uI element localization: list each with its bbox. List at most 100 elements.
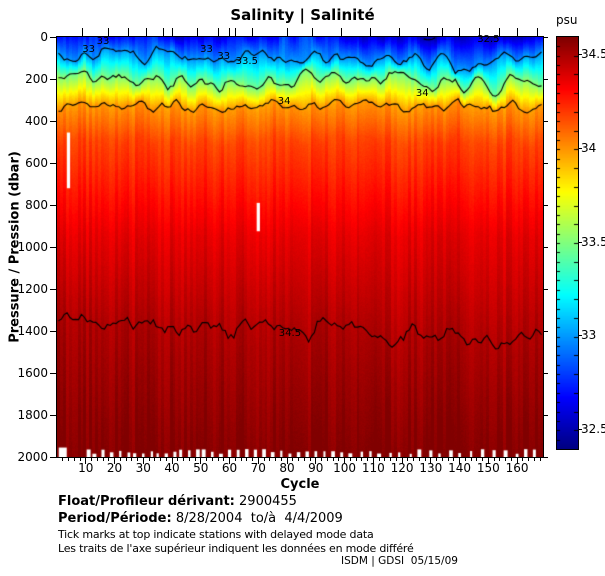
x-major-tick xyxy=(401,458,403,464)
delayed-mode-tick xyxy=(369,28,371,36)
float-id-line: Float/Profileur dérivant: 2900455 xyxy=(58,494,297,509)
float-value: 2900455 xyxy=(239,494,297,509)
x-minor-tick xyxy=(194,458,196,461)
salinity-heatmap-canvas xyxy=(57,37,543,457)
x-minor-tick xyxy=(73,458,75,461)
y-tick-label: 800 xyxy=(25,197,48,212)
x-minor-tick xyxy=(384,458,386,461)
contour-label: 33 xyxy=(82,43,95,55)
x-major-tick xyxy=(142,458,144,464)
delayed-mode-tick xyxy=(171,28,173,36)
y-major-tick xyxy=(50,36,56,38)
x-minor-tick xyxy=(436,458,438,461)
x-major-tick xyxy=(114,458,115,464)
y-right-tick xyxy=(544,330,548,332)
x-minor-tick xyxy=(447,458,449,461)
delayed-mode-tick xyxy=(312,28,314,36)
y-right-tick xyxy=(544,162,548,164)
colorbar-tick-label: 34 xyxy=(581,140,597,155)
x-tick-label: 100 xyxy=(333,461,357,475)
x-tick-label: 20 xyxy=(106,461,123,475)
x-minor-tick xyxy=(131,458,133,461)
y-major-tick xyxy=(50,414,56,416)
colorbar-major-tick xyxy=(579,241,582,243)
x-minor-tick xyxy=(263,458,265,461)
delayed-mode-tick xyxy=(108,28,110,36)
x-major-tick xyxy=(229,458,231,464)
period-value: 8/28/2004 to/à 4/4/2009 xyxy=(175,511,343,526)
x-minor-tick xyxy=(413,458,415,461)
x-minor-tick xyxy=(223,458,225,461)
x-minor-tick xyxy=(522,458,524,461)
y-major-tick xyxy=(50,246,56,248)
y-tick-label: 1200 xyxy=(17,281,48,296)
x-minor-tick xyxy=(499,458,501,461)
x-tick-label: 110 xyxy=(361,461,385,475)
x-minor-tick xyxy=(441,458,443,461)
x-minor-tick xyxy=(321,458,323,461)
y-major-tick xyxy=(50,330,56,332)
x-minor-tick xyxy=(378,458,380,461)
y-tick-label: 1600 xyxy=(17,365,48,380)
y-tick-label: 2000 xyxy=(17,449,48,464)
x-minor-tick xyxy=(349,458,351,461)
x-minor-tick xyxy=(298,458,300,461)
x-minor-tick xyxy=(338,458,340,461)
colorbar xyxy=(556,36,579,450)
period-label: Period/Période: xyxy=(58,511,172,526)
delayed-mode-tick xyxy=(479,28,481,36)
x-major-tick xyxy=(286,458,288,464)
x-minor-tick xyxy=(102,458,104,461)
y-tick-label: 1400 xyxy=(17,323,48,338)
x-minor-tick xyxy=(424,458,426,461)
y-right-tick xyxy=(544,288,548,290)
note-french: Les traits de l'axe supérieur indiquent … xyxy=(58,542,414,555)
delayed-mode-tick xyxy=(252,28,254,36)
delayed-mode-tick xyxy=(536,28,538,36)
y-tick-label: 200 xyxy=(25,71,48,86)
x-tick-label: 140 xyxy=(448,461,472,475)
contour-label: 34.5 xyxy=(278,328,302,340)
x-major-tick xyxy=(171,458,173,464)
x-minor-tick xyxy=(418,458,420,461)
x-major-tick xyxy=(516,458,518,464)
x-tick-label: 130 xyxy=(419,461,443,475)
x-minor-tick xyxy=(68,458,69,461)
x-minor-tick xyxy=(361,458,363,461)
x-minor-tick xyxy=(160,458,162,461)
x-minor-tick xyxy=(125,458,127,461)
x-minor-tick xyxy=(303,458,305,461)
delayed-mode-tick xyxy=(145,28,147,36)
x-minor-tick xyxy=(332,458,334,461)
delayed-mode-tick xyxy=(427,28,429,36)
y-tick-label: 1000 xyxy=(17,239,48,254)
x-minor-tick xyxy=(154,458,156,461)
x-minor-tick xyxy=(355,458,357,461)
y-right-tick xyxy=(544,372,548,374)
colorbar-tick-label: 34.5 xyxy=(581,47,605,62)
x-minor-tick xyxy=(493,458,495,461)
y-tick-label: 400 xyxy=(25,113,48,128)
y-right-tick xyxy=(544,36,548,38)
y-right-tick xyxy=(544,204,548,206)
chart-title: Salinity | Salinité xyxy=(230,6,375,24)
colorbar-units-label: psu xyxy=(556,13,578,27)
y-major-tick xyxy=(50,162,56,164)
delayed-mode-tick xyxy=(516,28,518,36)
x-tick-label: 160 xyxy=(505,461,529,475)
x-minor-tick xyxy=(246,458,248,461)
x-minor-tick xyxy=(476,458,478,461)
y-tick-label: 600 xyxy=(25,155,48,170)
x-minor-tick xyxy=(137,458,139,461)
y-major-tick xyxy=(50,372,56,374)
contour-label: 33 xyxy=(96,36,110,48)
x-tick-label: 60 xyxy=(221,461,238,475)
x-minor-tick xyxy=(390,458,392,461)
x-minor-tick xyxy=(165,458,167,461)
x-major-tick xyxy=(487,458,489,464)
x-minor-tick xyxy=(240,458,242,461)
x-major-tick xyxy=(430,458,432,464)
x-minor-tick xyxy=(91,458,92,461)
x-minor-tick xyxy=(234,458,236,461)
